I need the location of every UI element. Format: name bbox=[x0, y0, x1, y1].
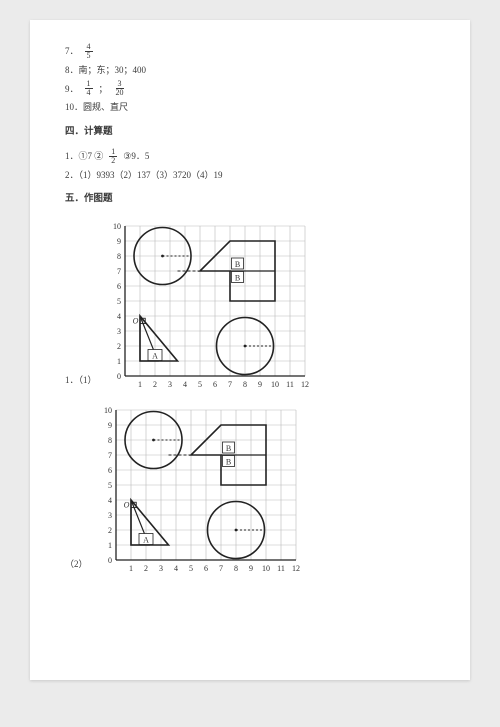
svg-text:B: B bbox=[225, 444, 230, 453]
svg-text:A: A bbox=[143, 535, 149, 544]
svg-text:7: 7 bbox=[228, 380, 232, 389]
svg-text:3: 3 bbox=[117, 327, 121, 336]
answer-10: 10．圆规、直尺 bbox=[65, 100, 435, 114]
svg-text:2: 2 bbox=[117, 342, 121, 351]
svg-text:12: 12 bbox=[301, 380, 309, 389]
svg-text:B: B bbox=[234, 260, 239, 269]
calc-q1: 1．①7 ② 1 2 ③9．5 bbox=[65, 148, 435, 165]
svg-text:A: A bbox=[152, 351, 158, 360]
svg-text:O: O bbox=[132, 316, 138, 325]
svg-text:5: 5 bbox=[117, 297, 121, 306]
page: { "answers": { "a7_label": "7．", "a7_fra… bbox=[30, 20, 470, 680]
svg-text:10: 10 bbox=[104, 406, 112, 415]
grid-figure-1: 012345678910123456789101112AOBB bbox=[103, 216, 315, 394]
svg-text:4: 4 bbox=[108, 496, 112, 505]
svg-text:1: 1 bbox=[138, 380, 142, 389]
svg-text:11: 11 bbox=[277, 564, 285, 573]
grid-figure-2: 012345678910123456789101112AOBB bbox=[94, 400, 306, 578]
answer-7: 7． 4 5 bbox=[65, 43, 435, 60]
svg-text:9: 9 bbox=[249, 564, 253, 573]
svg-text:1: 1 bbox=[117, 357, 121, 366]
svg-text:8: 8 bbox=[108, 436, 112, 445]
svg-text:B: B bbox=[234, 273, 239, 282]
answer-9: 9． 1 4 ； 3 20 bbox=[65, 80, 435, 97]
fraction: 1 2 bbox=[109, 148, 117, 165]
svg-text:B: B bbox=[225, 457, 230, 466]
svg-text:5: 5 bbox=[189, 564, 193, 573]
svg-text:10: 10 bbox=[113, 222, 121, 231]
svg-text:1: 1 bbox=[129, 564, 133, 573]
svg-text:2: 2 bbox=[144, 564, 148, 573]
svg-text:4: 4 bbox=[183, 380, 187, 389]
svg-text:9: 9 bbox=[258, 380, 262, 389]
svg-text:3: 3 bbox=[108, 511, 112, 520]
label: 9． bbox=[65, 82, 79, 96]
svg-text:6: 6 bbox=[117, 282, 121, 291]
svg-text:9: 9 bbox=[117, 237, 121, 246]
svg-text:8: 8 bbox=[234, 564, 238, 573]
svg-text:6: 6 bbox=[204, 564, 208, 573]
answer-8: 8．南；东；30；400 bbox=[65, 63, 435, 77]
section-5-title: 五．作图题 bbox=[65, 192, 435, 207]
svg-text:9: 9 bbox=[108, 421, 112, 430]
svg-text:5: 5 bbox=[198, 380, 202, 389]
svg-text:6: 6 bbox=[108, 466, 112, 475]
svg-text:2: 2 bbox=[153, 380, 157, 389]
svg-text:4: 4 bbox=[117, 312, 121, 321]
svg-text:7: 7 bbox=[117, 267, 121, 276]
calc-q2: 2．（1）9393（2）137（3）3720（4）19 bbox=[65, 168, 435, 182]
svg-text:6: 6 bbox=[213, 380, 217, 389]
fraction: 3 20 bbox=[114, 80, 126, 97]
svg-text:7: 7 bbox=[108, 451, 112, 460]
svg-text:12: 12 bbox=[292, 564, 300, 573]
svg-text:0: 0 bbox=[108, 556, 112, 565]
svg-text:11: 11 bbox=[286, 380, 294, 389]
svg-text:7: 7 bbox=[219, 564, 223, 573]
svg-text:8: 8 bbox=[243, 380, 247, 389]
figure-2-wrap: （2） 012345678910123456789101112AOBB bbox=[65, 400, 435, 578]
svg-text:10: 10 bbox=[271, 380, 279, 389]
figure-1-wrap: 1．（1） 012345678910123456789101112AOBB bbox=[65, 216, 435, 394]
svg-text:1: 1 bbox=[108, 541, 112, 550]
svg-text:2: 2 bbox=[108, 526, 112, 535]
svg-text:0: 0 bbox=[117, 372, 121, 381]
svg-text:8: 8 bbox=[117, 252, 121, 261]
svg-text:O: O bbox=[123, 500, 129, 509]
svg-text:4: 4 bbox=[174, 564, 178, 573]
figure-1-label: 1．（1） bbox=[65, 373, 97, 393]
section-4-title: 四．计算题 bbox=[65, 125, 435, 140]
label: 7． bbox=[65, 44, 79, 58]
figure-2-label: （2） bbox=[65, 557, 88, 577]
svg-text:5: 5 bbox=[108, 481, 112, 490]
fraction: 4 5 bbox=[85, 43, 93, 60]
svg-text:10: 10 bbox=[262, 564, 270, 573]
svg-text:3: 3 bbox=[168, 380, 172, 389]
fraction: 1 4 bbox=[85, 80, 93, 97]
svg-text:3: 3 bbox=[159, 564, 163, 573]
